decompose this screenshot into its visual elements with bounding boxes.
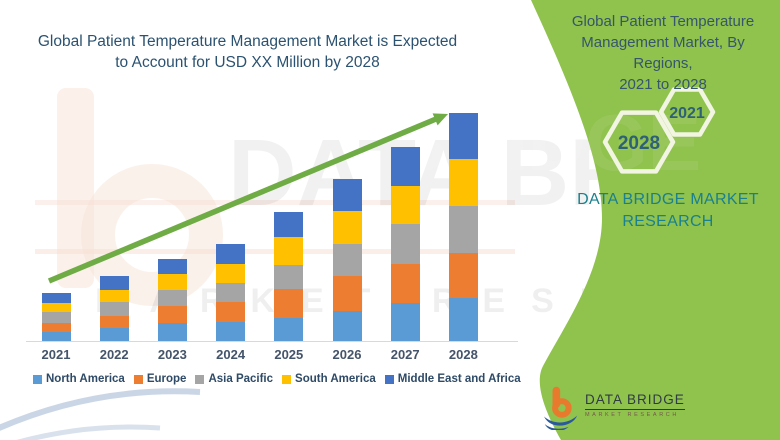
brand-heading-line1: DATA BRIDGE MARKET (577, 191, 759, 208)
x-axis-label: 2026 (332, 347, 362, 362)
green-panel-shape (531, 0, 780, 440)
region-color-swatch-icon (282, 374, 292, 384)
bar-segment (448, 298, 478, 341)
region-color-swatch-icon (384, 374, 394, 384)
side-panel-title-line1: Global Patient Temperature (571, 13, 755, 30)
bar-segment (448, 113, 478, 159)
stacked-bar-2023 (157, 259, 187, 341)
bar-segment (332, 311, 362, 341)
bar-segment (448, 206, 478, 253)
x-axis-label: 2027 (390, 347, 420, 362)
bar-segment (274, 289, 304, 318)
x-axis-label: 2024 (216, 347, 246, 362)
bar-segment (274, 318, 304, 341)
chart-title-line2: to Account for USD XX Million by 2028 (115, 54, 380, 71)
bar-segment (448, 253, 478, 298)
stacked-bar-2026 (332, 179, 362, 341)
bar-segment (216, 283, 246, 302)
bar-segment (332, 211, 362, 244)
bar-segment (157, 323, 187, 341)
stacked-bar-2022 (99, 276, 129, 341)
stacked-bar-2028 (448, 113, 478, 341)
bar-segment (99, 328, 129, 341)
bar-segment (448, 159, 478, 206)
bar-segment (274, 237, 304, 265)
x-axis-label: 2023 (157, 347, 187, 362)
bar-segment (41, 293, 71, 303)
bar-segment (41, 332, 71, 341)
legend-item: North America (33, 373, 125, 385)
dbmr-logo: DATA BRIDGE MARKET RESEARCH (544, 386, 685, 430)
bar-segment (41, 323, 71, 332)
bar-segment (216, 264, 246, 283)
side-panel-title: Global Patient Temperature Management Ma… (550, 11, 776, 95)
legend-item: Middle East and Africa (384, 373, 521, 385)
region-color-swatch-icon (33, 374, 42, 384)
hexagon-2021-label: 2021 (669, 105, 705, 122)
x-axis-label: 2028 (448, 347, 478, 362)
bar-segment (99, 302, 129, 316)
x-axis-label: 2021 (41, 347, 71, 362)
legend-label: South America (295, 373, 376, 385)
dbmr-logo-name: DATA BRIDGE (585, 392, 685, 410)
bar-segment (216, 322, 246, 341)
side-panel-title-line2: Management Market, By Regions, (581, 34, 745, 72)
x-axis-label: 2025 (274, 347, 304, 362)
bar-segment (99, 276, 129, 290)
legend: North America Europe Asia Pacific South Ame… (33, 373, 521, 385)
bar-segment (332, 179, 362, 211)
stacked-bar-2027 (390, 147, 420, 341)
legend-label: Middle East and Africa (397, 373, 521, 385)
brand-heading-line2: RESEARCH (622, 213, 714, 230)
legend-item: Asia Pacific (195, 373, 273, 385)
bar-segment (41, 312, 71, 323)
legend-item: South America (282, 373, 376, 385)
bar-segment (390, 224, 420, 264)
hexagon-2028-label: 2028 (618, 133, 660, 154)
brand-heading: DATA BRIDGE MARKET RESEARCH (568, 189, 768, 233)
hexagon-2028-icon: 2028 (602, 110, 676, 174)
legend-item: Europe (133, 373, 187, 385)
bar-segment (216, 244, 246, 264)
legend-label: North America (46, 373, 125, 385)
bar-segment (157, 290, 187, 306)
bar-segment (157, 259, 187, 274)
bar-segment (332, 244, 362, 276)
stacked-bar-2021 (41, 293, 71, 341)
bar-segment (41, 303, 71, 312)
dbmr-logo-icon (544, 386, 578, 430)
bar-segment (274, 265, 304, 289)
stacked-bar-2025 (274, 212, 304, 341)
bar-segment (157, 306, 187, 323)
legend-label: Europe (146, 373, 187, 385)
bar-segment (99, 316, 129, 328)
watermark-swoosh-icon (0, 388, 201, 431)
x-axis-label: 2022 (99, 347, 129, 362)
region-color-swatch-icon (133, 374, 143, 384)
dbmr-logo-subtitle: MARKET RESEARCH (585, 412, 679, 418)
bar-segment (390, 264, 420, 303)
stacked-bar-2024 (216, 244, 246, 341)
bar-segment (274, 212, 304, 237)
bar-segment (332, 276, 362, 311)
region-color-swatch-icon (195, 374, 205, 384)
bar-segment (390, 186, 420, 224)
chart-title-line1: Global Patient Temperature Management Ma… (37, 33, 458, 50)
x-axis-line (26, 341, 518, 342)
side-panel-title-line3: 2021 to 2028 (619, 76, 707, 93)
bar-segment (99, 290, 129, 302)
bar-segment (157, 274, 187, 290)
bar-segment (390, 147, 420, 186)
chart-title: Global Patient Temperature Management Ma… (25, 31, 470, 73)
hexagon-2021-icon: 2021 (658, 87, 716, 137)
bar-segment (216, 302, 246, 322)
legend-label: Asia Pacific (208, 373, 274, 385)
bar-segment (390, 303, 420, 341)
